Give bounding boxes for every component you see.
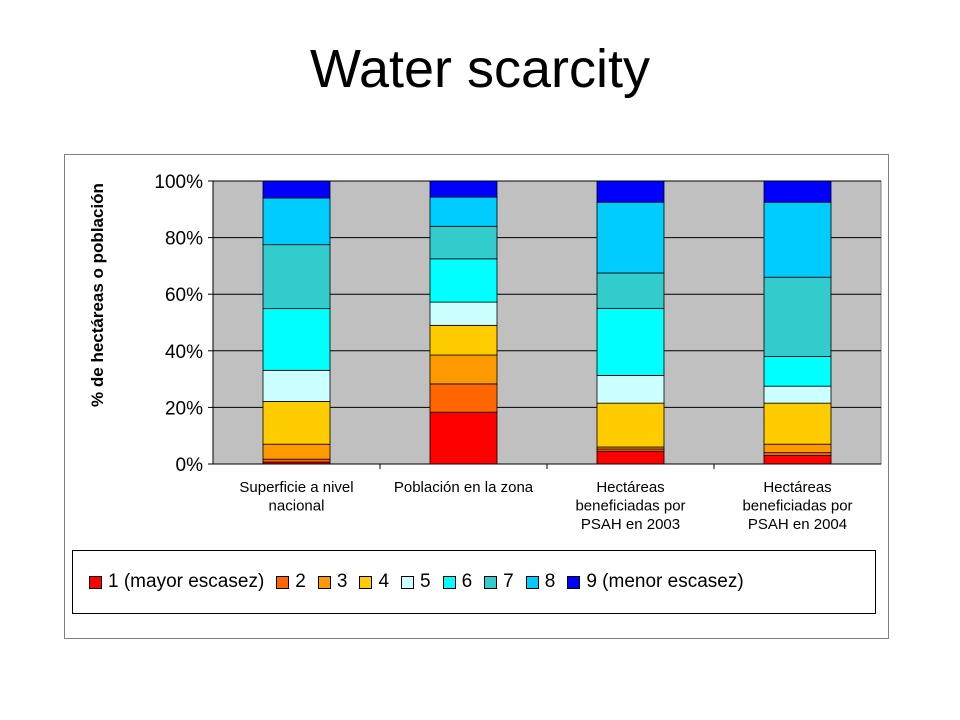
bar-segment	[596, 450, 665, 465]
x-tick-label: beneficiadas por	[575, 498, 685, 515]
legend-item: 3	[317, 571, 348, 593]
bar-segment	[763, 455, 832, 465]
bar-segment	[262, 197, 331, 246]
legend-item: 4	[359, 571, 389, 593]
y-tick-label: 20%	[165, 398, 203, 419]
bar-segment	[262, 369, 331, 402]
bar-segment	[596, 402, 665, 448]
bar-segment	[763, 443, 832, 454]
legend-item: 7	[484, 571, 514, 593]
bar-segment	[596, 272, 665, 309]
bar-segment	[262, 244, 331, 310]
legend-swatch	[276, 575, 290, 589]
bar-segment	[429, 324, 498, 356]
x-tick-label: PSAH en 2004	[748, 516, 847, 533]
bar-segment	[763, 276, 832, 357]
y-tick-label: 80%	[165, 229, 203, 250]
legend: 1 (mayor escasez) 2 3 4 5 6 7 8 9 (menor escasez…	[72, 550, 876, 614]
x-tick-label: Hectáreas	[763, 479, 831, 496]
bar-segment	[763, 201, 832, 278]
bar-segment	[429, 180, 498, 198]
legend-label: 3	[336, 571, 348, 592]
bar-segment	[262, 308, 331, 371]
bar-segment	[763, 180, 832, 203]
chart-svg: 0% 20% 40% 60% 80% 100% Superficie a nivel naci…	[88, 172, 882, 533]
bar-segment	[763, 385, 832, 404]
legend-label: 2	[295, 571, 306, 592]
legend-item: 5	[401, 571, 431, 593]
x-tick-label: Población en la zona	[394, 479, 534, 496]
chart-frame: 0% 20% 40% 60% 80% 100% Superficie a nivel naci…	[64, 154, 889, 639]
legend-item: 9 (menor escasez)	[567, 571, 744, 593]
legend-swatch	[525, 575, 539, 589]
x-tick-label: beneficiadas por	[742, 498, 852, 515]
x-tick-label: nacional	[269, 498, 325, 515]
legend-swatch	[567, 575, 581, 589]
legend-label: 5	[420, 571, 431, 592]
x-tick-label: Superficie a nivel	[239, 479, 353, 496]
legend-item: 1 (mayor escasez)	[89, 571, 264, 593]
bars	[262, 180, 832, 465]
legend-label: 4	[378, 571, 390, 592]
y-axis-title: % de hectáreas o población	[88, 183, 107, 407]
legend-item: 8	[525, 571, 556, 593]
y-tick-label: 60%	[165, 285, 203, 306]
bar-segment	[429, 354, 498, 385]
bar-segment	[763, 356, 832, 387]
bar-segment	[429, 196, 498, 227]
y-tick-label: 0%	[176, 455, 204, 476]
bar-segment	[429, 225, 498, 260]
legend-swatch	[484, 575, 498, 589]
axes: 0% 20% 40% 60% 80% 100% Superficie a nivel naci…	[154, 172, 881, 533]
bar-segment	[262, 443, 331, 460]
legend-swatch	[359, 575, 373, 589]
bar-segment	[429, 258, 498, 303]
slide-title: Water scarcity	[309, 39, 651, 99]
legend-label: 6	[461, 571, 473, 592]
legend-label: 1 (mayor escasez)	[108, 571, 265, 592]
bar-segment	[262, 458, 331, 463]
legend-label: 9 (menor escasez)	[586, 571, 744, 592]
bar-segment	[262, 401, 331, 445]
legend-item: 6	[442, 571, 473, 593]
x-tick-label: Hectáreas	[596, 479, 664, 496]
legend-swatch	[317, 575, 331, 589]
bar-segment	[429, 383, 498, 413]
bar-segment	[596, 307, 665, 376]
bar-segment	[596, 180, 665, 203]
x-tick-label: PSAH en 2003	[581, 516, 680, 533]
y-tick-label: 40%	[165, 342, 203, 363]
bar-segment	[262, 180, 331, 199]
bar-segment	[429, 411, 498, 465]
bar-segment	[763, 402, 832, 445]
legend-item: 2	[276, 571, 306, 593]
legend-label: 8	[544, 571, 556, 592]
bar-segment	[596, 375, 665, 404]
y-tick-label: 100%	[154, 172, 203, 193]
bar-segment	[429, 301, 498, 326]
legend-swatch	[442, 575, 456, 589]
bar-segment	[763, 452, 832, 456]
legend-swatch	[89, 575, 102, 589]
legend-swatch	[401, 575, 415, 589]
bar-segment	[596, 201, 665, 274]
legend-label: 7	[503, 571, 514, 592]
